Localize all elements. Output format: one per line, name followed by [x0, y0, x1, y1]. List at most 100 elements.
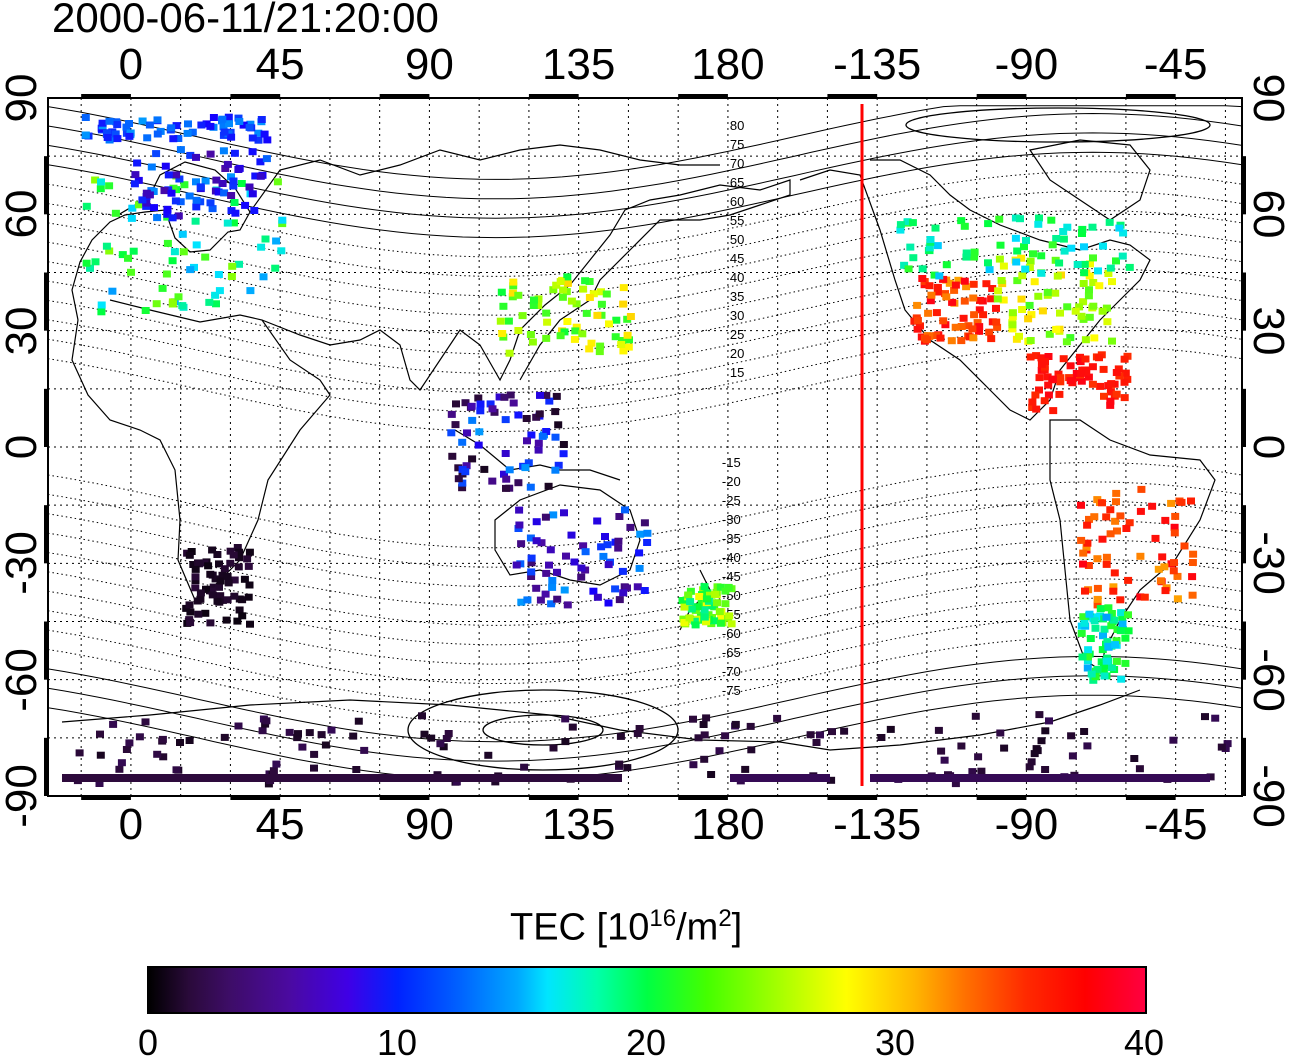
- axis-tick-label: 135: [541, 40, 616, 89]
- tec-cell: [633, 583, 642, 591]
- tec-cell: [113, 135, 122, 143]
- tec-cell: [553, 595, 562, 603]
- tec-cell: [499, 302, 508, 310]
- tec-cell: [1072, 370, 1081, 377]
- tec-cell: [174, 293, 183, 301]
- tec-cell: [1154, 565, 1163, 573]
- tec-cell: [1096, 382, 1105, 390]
- tec-cell: [530, 296, 538, 304]
- tec-cell: [1081, 587, 1089, 595]
- tec-cell: [521, 464, 530, 472]
- contour-line: [47, 578, 1243, 665]
- axis-tick-label: 45: [255, 40, 305, 89]
- tec-cell: [420, 730, 429, 738]
- tec-cell: [527, 554, 536, 562]
- tec-cell: [141, 718, 150, 726]
- contour-label: -70: [722, 664, 741, 679]
- tec-cell: [523, 596, 532, 604]
- tec-cell: [517, 540, 526, 548]
- tec-cell: [691, 621, 700, 629]
- tec-cell: [1079, 549, 1088, 557]
- tec-cell: [259, 273, 268, 281]
- tec-cell: [294, 730, 302, 738]
- tec-cell: [1188, 559, 1197, 566]
- tec-cell: [534, 439, 543, 447]
- tec-cell: [1112, 489, 1121, 497]
- tec-cell: [1170, 523, 1179, 531]
- tec-cell: [549, 286, 558, 294]
- tec-cell: [1020, 243, 1028, 251]
- tec-cell: [1117, 675, 1126, 683]
- frame-tick: [1242, 621, 1246, 680]
- tec-cell: [1073, 261, 1082, 268]
- tec-cell: [98, 119, 107, 127]
- tec-cell: [727, 620, 736, 628]
- siberia-coastline: [249, 144, 720, 213]
- tec-cell: [559, 286, 568, 294]
- tec-cell: [240, 575, 249, 583]
- tec-cell: [562, 552, 570, 560]
- tec-cell: [700, 606, 709, 614]
- tec-cell: [542, 309, 551, 317]
- frame-tick: [827, 94, 878, 98]
- tec-cell: [1085, 515, 1093, 523]
- frame-tick: [1125, 796, 1176, 800]
- tec-cell: [812, 739, 821, 746]
- tec-cell: [960, 277, 969, 285]
- tec-cell: [125, 739, 134, 747]
- tec-cell: [105, 182, 114, 190]
- tec-cell: [237, 180, 246, 187]
- tec-cell: [263, 136, 272, 144]
- tec-cell: [974, 753, 983, 761]
- tec-cell: [1100, 672, 1109, 680]
- axis-tick-label: -135: [833, 40, 922, 89]
- tec-cell: [563, 318, 572, 325]
- tec-cell: [1083, 742, 1092, 750]
- tec-cell: [568, 723, 577, 731]
- tec-cell: [1084, 292, 1093, 300]
- tec-cell: [925, 282, 934, 290]
- tec-cell: [686, 587, 695, 595]
- tec-cell: [277, 247, 286, 255]
- tec-cell: [559, 450, 568, 458]
- antarctica-coastline: [61, 689, 1141, 751]
- tec-cell: [257, 116, 266, 123]
- tec-cell: [153, 750, 162, 758]
- tec-cell: [171, 197, 180, 205]
- tec-cell: [178, 230, 187, 238]
- tec-cell: [1066, 362, 1075, 370]
- tec-cell: [992, 304, 1000, 312]
- tec-cell: [1106, 264, 1115, 272]
- tec-cell: [223, 160, 232, 168]
- tec-cell: [957, 742, 966, 750]
- tec-cell: [447, 410, 456, 418]
- tec-cell: [536, 596, 545, 604]
- tec-cell: [211, 291, 220, 299]
- tec-cell: [196, 589, 205, 597]
- tec-cell: [1107, 610, 1116, 617]
- tec-cell: [442, 735, 451, 742]
- tec-cell: [484, 751, 493, 759]
- tec-cell: [1098, 499, 1106, 507]
- tec-cell: [1008, 321, 1017, 329]
- tec-cell: [975, 323, 984, 331]
- tec-cell: [231, 209, 240, 217]
- tec-cell: [560, 328, 569, 336]
- tec-cell: [436, 740, 445, 748]
- tec-cell: [223, 219, 232, 227]
- tec-cell: [548, 583, 557, 591]
- tec-cell: [1041, 727, 1050, 735]
- tec-cell: [474, 441, 483, 449]
- asia-coastline: [261, 179, 791, 391]
- tec-cell: [1187, 497, 1195, 505]
- tec-cell: [926, 236, 935, 243]
- tec-cell: [235, 606, 244, 614]
- tec-cell: [988, 285, 997, 292]
- tec-cell: [108, 287, 117, 295]
- tec-cell: [969, 334, 978, 342]
- tec-cell: [721, 587, 730, 595]
- tec-cell: [1098, 535, 1107, 543]
- tec-cell: [1079, 560, 1087, 568]
- tec-cell: [1106, 401, 1115, 409]
- tec-cell: [1059, 228, 1068, 235]
